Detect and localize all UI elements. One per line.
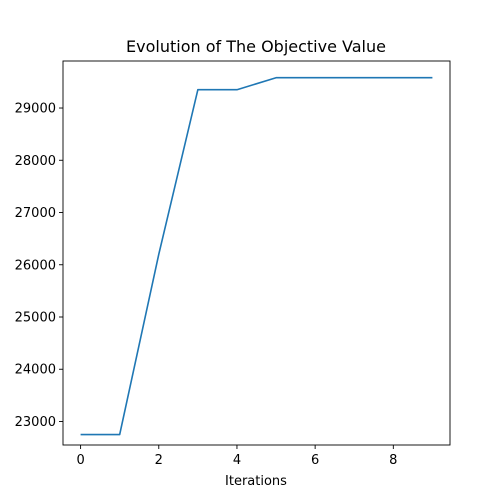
axes-frame [62, 60, 451, 446]
y-tick-label: 26000 [15, 258, 56, 273]
x-tick-label: 6 [311, 453, 319, 468]
y-tick-label: 25000 [15, 311, 56, 326]
x-tick-label: 0 [76, 453, 84, 468]
plot-area: 0 2 4 6 8 23000 24000 25000 26000 27000 28000 29000 [15, 60, 451, 468]
series-line-0 [80, 76, 433, 436]
x-tick-label: 8 [389, 453, 397, 468]
x-tick-label: 4 [233, 453, 241, 468]
y-tick-label: 23000 [15, 415, 56, 430]
y-tick-label: 24000 [15, 363, 56, 378]
x-tick-label: 2 [155, 453, 163, 468]
y-tick-label: 28000 [15, 154, 56, 169]
chart-title: Evolution of The Objective Value [126, 37, 386, 56]
y-tick-label: 29000 [15, 102, 56, 117]
y-tick-label: 27000 [15, 206, 56, 221]
x-axis-label: Iterations [225, 474, 287, 489]
